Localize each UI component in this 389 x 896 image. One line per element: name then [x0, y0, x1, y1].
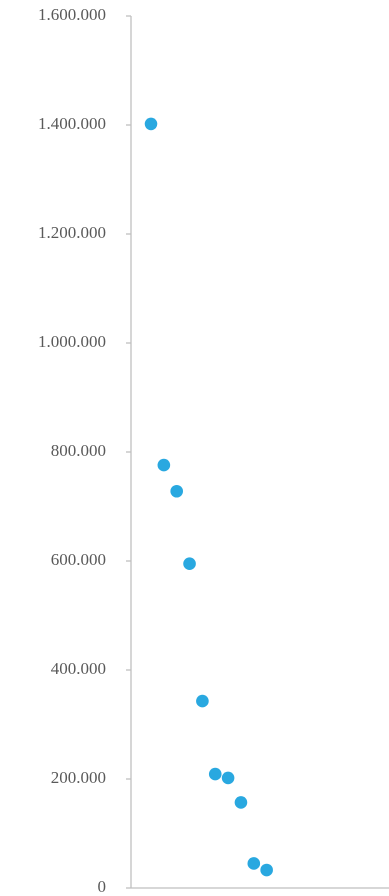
y-tick-label: 800.000 [51, 441, 106, 460]
y-axis: 0 200.000 400.000 600.000 800.000 1.000.000 1.… [38, 5, 389, 896]
data-point [144, 117, 158, 131]
y-tick-label: 600.000 [51, 550, 106, 569]
data-point [170, 484, 183, 498]
y-tick-label: 1.400.000 [38, 114, 106, 133]
y-tick-label: 1.200.000 [38, 223, 106, 242]
y-tick-label: 0 [98, 877, 107, 896]
y-tick-label: 400.000 [51, 659, 106, 678]
data-point [234, 796, 248, 809]
y-tick-label: 1.600.000 [38, 5, 106, 24]
data-point [260, 863, 273, 877]
y-tick-label: 1.000.000 [38, 332, 106, 351]
data-point [157, 458, 171, 472]
data-point [196, 694, 209, 708]
data-point [183, 557, 196, 571]
data-point [247, 857, 261, 870]
y-tick-label: 200.000 [51, 768, 106, 787]
data-point [221, 771, 235, 785]
data-points [144, 117, 273, 877]
data-point [208, 767, 222, 781]
